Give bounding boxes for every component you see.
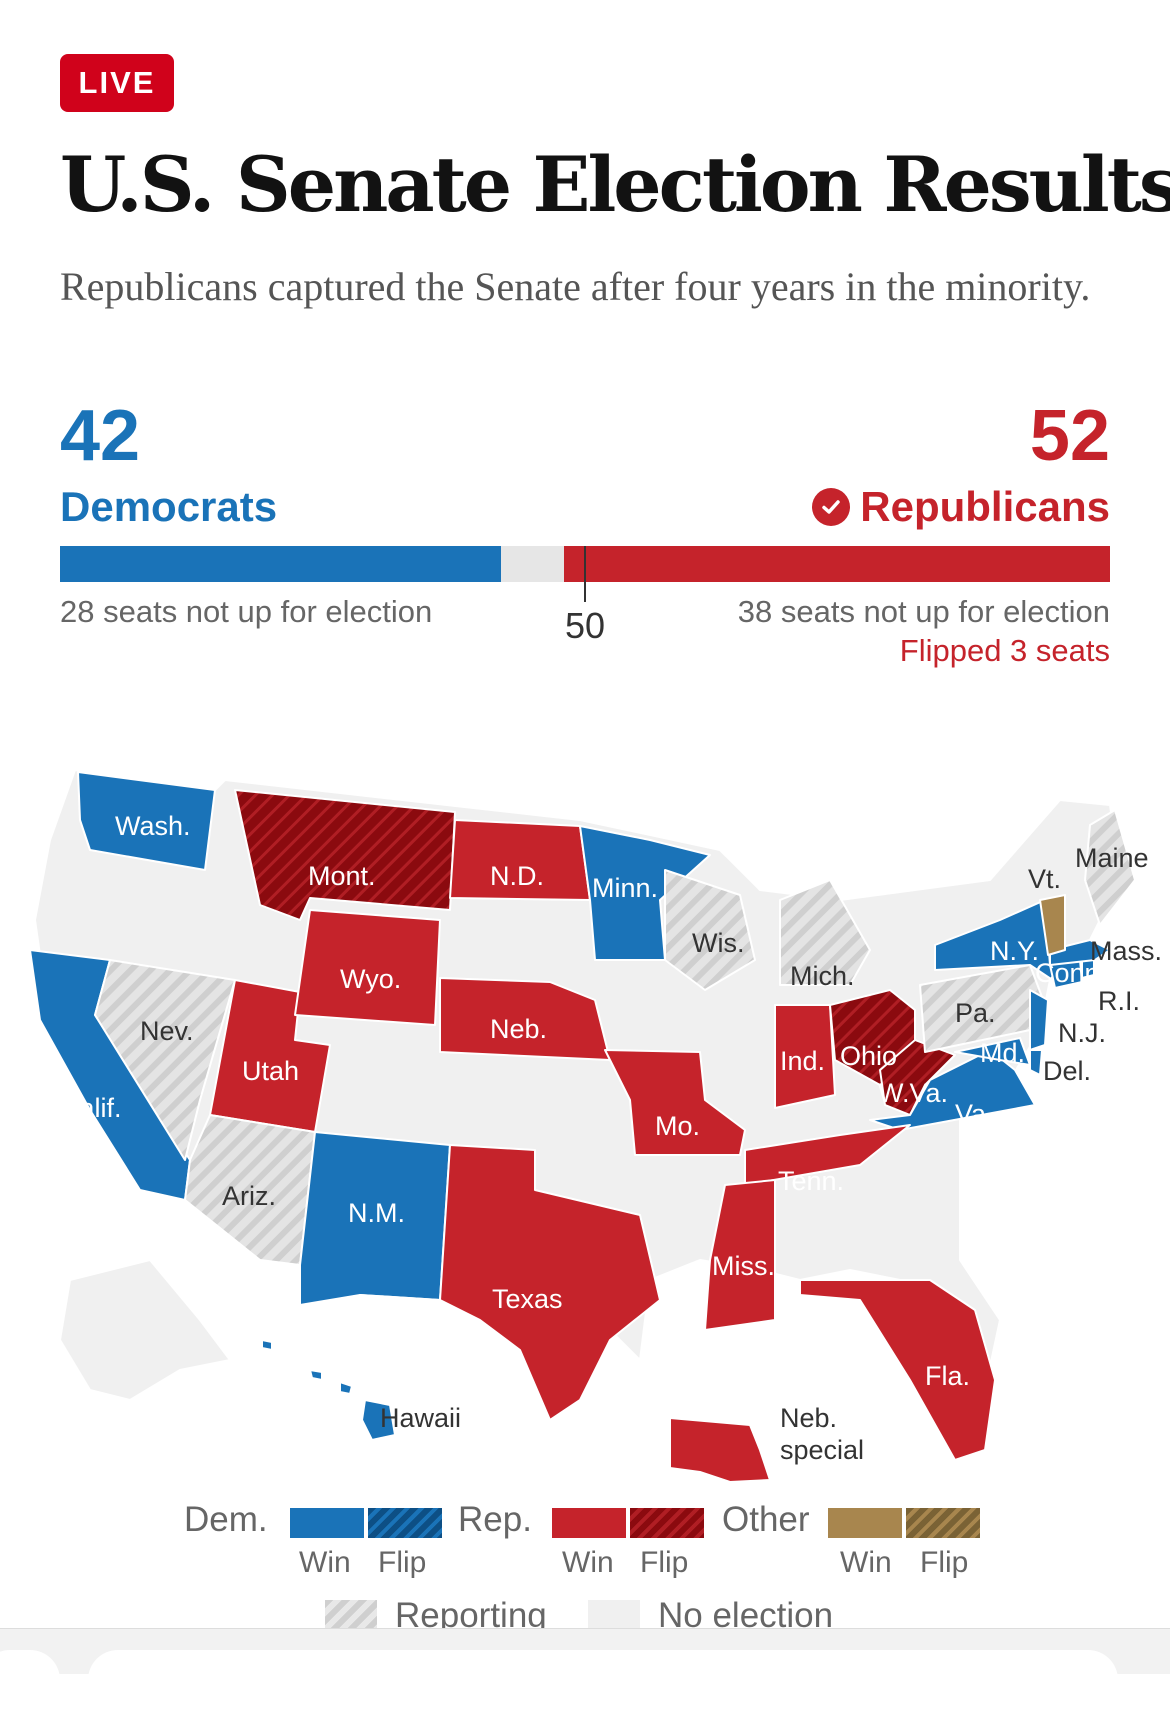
page-title: U.S. Senate Election Results: [60, 140, 1170, 229]
state-label-va: Va.: [955, 1099, 994, 1129]
legend-rep-label: Rep.: [458, 1500, 532, 1539]
state-label-miss: Miss.: [712, 1251, 775, 1281]
state-vt: [1039, 894, 1066, 956]
legend-dem-label: Dem.: [184, 1500, 268, 1539]
majority-marker: [584, 546, 586, 602]
democrats-seat-bar: [60, 546, 501, 582]
state-neb-special: [669, 1417, 771, 1483]
state-texas: [359, 1144, 661, 1421]
legend-dem-flip-swatch: [368, 1508, 442, 1538]
state-label-fla: Fla.: [925, 1361, 970, 1391]
state-label-calif: Calif.: [60, 1093, 122, 1123]
republicans-label: Republicans: [860, 483, 1110, 530]
state-label-neb: Neb.: [490, 1014, 547, 1044]
republicans-label-group: Republicans: [812, 483, 1110, 531]
state-wva: [879, 1039, 956, 1116]
state-nj: [1029, 989, 1049, 1051]
page-subtitle: Republicans captured the Senate after fo…: [60, 264, 1091, 309]
state-fla: [799, 1279, 996, 1461]
legend-other-win-swatch: [828, 1508, 902, 1538]
state-label-nj: N.J.: [1058, 1018, 1106, 1048]
democrats-not-up-note: 28 seats not up for election: [60, 594, 433, 629]
state-label-pa: Pa.: [955, 998, 996, 1028]
state-wyo: [294, 909, 441, 1026]
state-label-mass: Mass.: [1090, 936, 1162, 966]
state-mont: [234, 789, 456, 921]
state-label-wash: Wash.: [115, 811, 191, 841]
state-label-wis: Wis.: [692, 928, 744, 958]
state-label-texas: Texas: [492, 1284, 563, 1314]
state-label-ri: R.I.: [1098, 986, 1140, 1016]
state-label-neb-special: Neb. special: [780, 1403, 864, 1465]
state-hawaii: [261, 1339, 396, 1441]
state-label-conn: Conn.: [1035, 958, 1107, 988]
state-label-wyo: Wyo.: [340, 964, 401, 994]
state-neb: [439, 977, 611, 1061]
browser-address-pill[interactable]: [88, 1650, 1118, 1710]
state-mo: [604, 1049, 746, 1156]
state-ind: [774, 1004, 836, 1109]
state-minn: [579, 825, 711, 961]
state-mich: [779, 879, 871, 986]
state-wash: [77, 771, 216, 871]
democrats-label: Democrats: [60, 483, 278, 530]
winner-check-icon: [812, 488, 851, 526]
legend-other-label: Other: [722, 1500, 810, 1539]
legend-rep-win-label: Win: [562, 1546, 614, 1579]
state-label-md: Md.: [980, 1038, 1025, 1068]
state-nev: [94, 959, 236, 1161]
live-badge: LIVE: [60, 54, 174, 112]
state-miss: [704, 1179, 776, 1331]
state-label-ohio: Ohio: [840, 1041, 897, 1071]
republicans-not-up-note: 38 seats not up for election: [737, 594, 1110, 629]
state-label-ariz: Ariz.: [222, 1181, 276, 1211]
legend-other-flip-swatch: [906, 1508, 980, 1538]
state-label-vt: Vt.: [1028, 864, 1061, 894]
browser-back-pill[interactable]: [0, 1650, 60, 1710]
legend-rep-flip-label: Flip: [640, 1546, 689, 1579]
republicans-seat-bar: [564, 546, 1110, 582]
state-tenn: [744, 1124, 911, 1186]
legend-dem-flip-label: Flip: [378, 1546, 427, 1579]
state-label-ind: Ind.: [780, 1046, 825, 1076]
senate-results-map: Wash. Mont. N.D. Minn. Wis. Mich. Vt. Ma…: [29, 769, 1162, 1483]
legend-dem-win-label: Win: [299, 1546, 351, 1579]
republicans-seat-count: 52: [1029, 396, 1110, 476]
democrats-seat-count: 42: [60, 396, 141, 476]
state-label-mo: Mo.: [655, 1111, 700, 1141]
state-label-minn: Minn.: [592, 873, 658, 903]
state-del: [1029, 1049, 1043, 1076]
state-label-ny: N.Y.: [990, 936, 1039, 966]
neb-special-label-line: Neb.: [780, 1403, 837, 1433]
state-label-hawaii: Hawaii: [380, 1403, 461, 1433]
seat-balance-bar: [60, 546, 1110, 602]
legend-other-flip-label: Flip: [920, 1546, 969, 1579]
state-label-wva: W.Va.: [878, 1078, 948, 1108]
legend-rep-flip-swatch: [630, 1508, 704, 1538]
state-label-maine: Maine: [1075, 843, 1149, 873]
legend-other-win-label: Win: [840, 1546, 892, 1579]
republicans-flipped-note: Flipped 3 seats: [899, 633, 1110, 668]
state-label-del: Del.: [1043, 1056, 1091, 1086]
state-label-utah: Utah: [242, 1056, 299, 1086]
state-label-mont: Mont.: [308, 861, 376, 891]
majority-label: 50: [564, 605, 606, 646]
neb-special-label-line: special: [780, 1435, 864, 1465]
state-labels: Wash. Mont. N.D. Minn. Wis. Mich. Vt. Ma…: [60, 811, 1162, 1465]
state-maine: [1084, 809, 1136, 926]
state-label-mich: Mich.: [790, 961, 855, 991]
legend-dem-win-swatch: [290, 1508, 364, 1538]
state-label-nm: N.M.: [348, 1198, 405, 1228]
state-wis: [664, 869, 756, 991]
state-label-tenn: Tenn.: [778, 1166, 844, 1196]
alaska: [59, 1259, 231, 1401]
state-label-nev: Nev.: [140, 1016, 194, 1046]
state-label-nd: N.D.: [490, 861, 544, 891]
legend-rep-win-swatch: [552, 1508, 626, 1538]
